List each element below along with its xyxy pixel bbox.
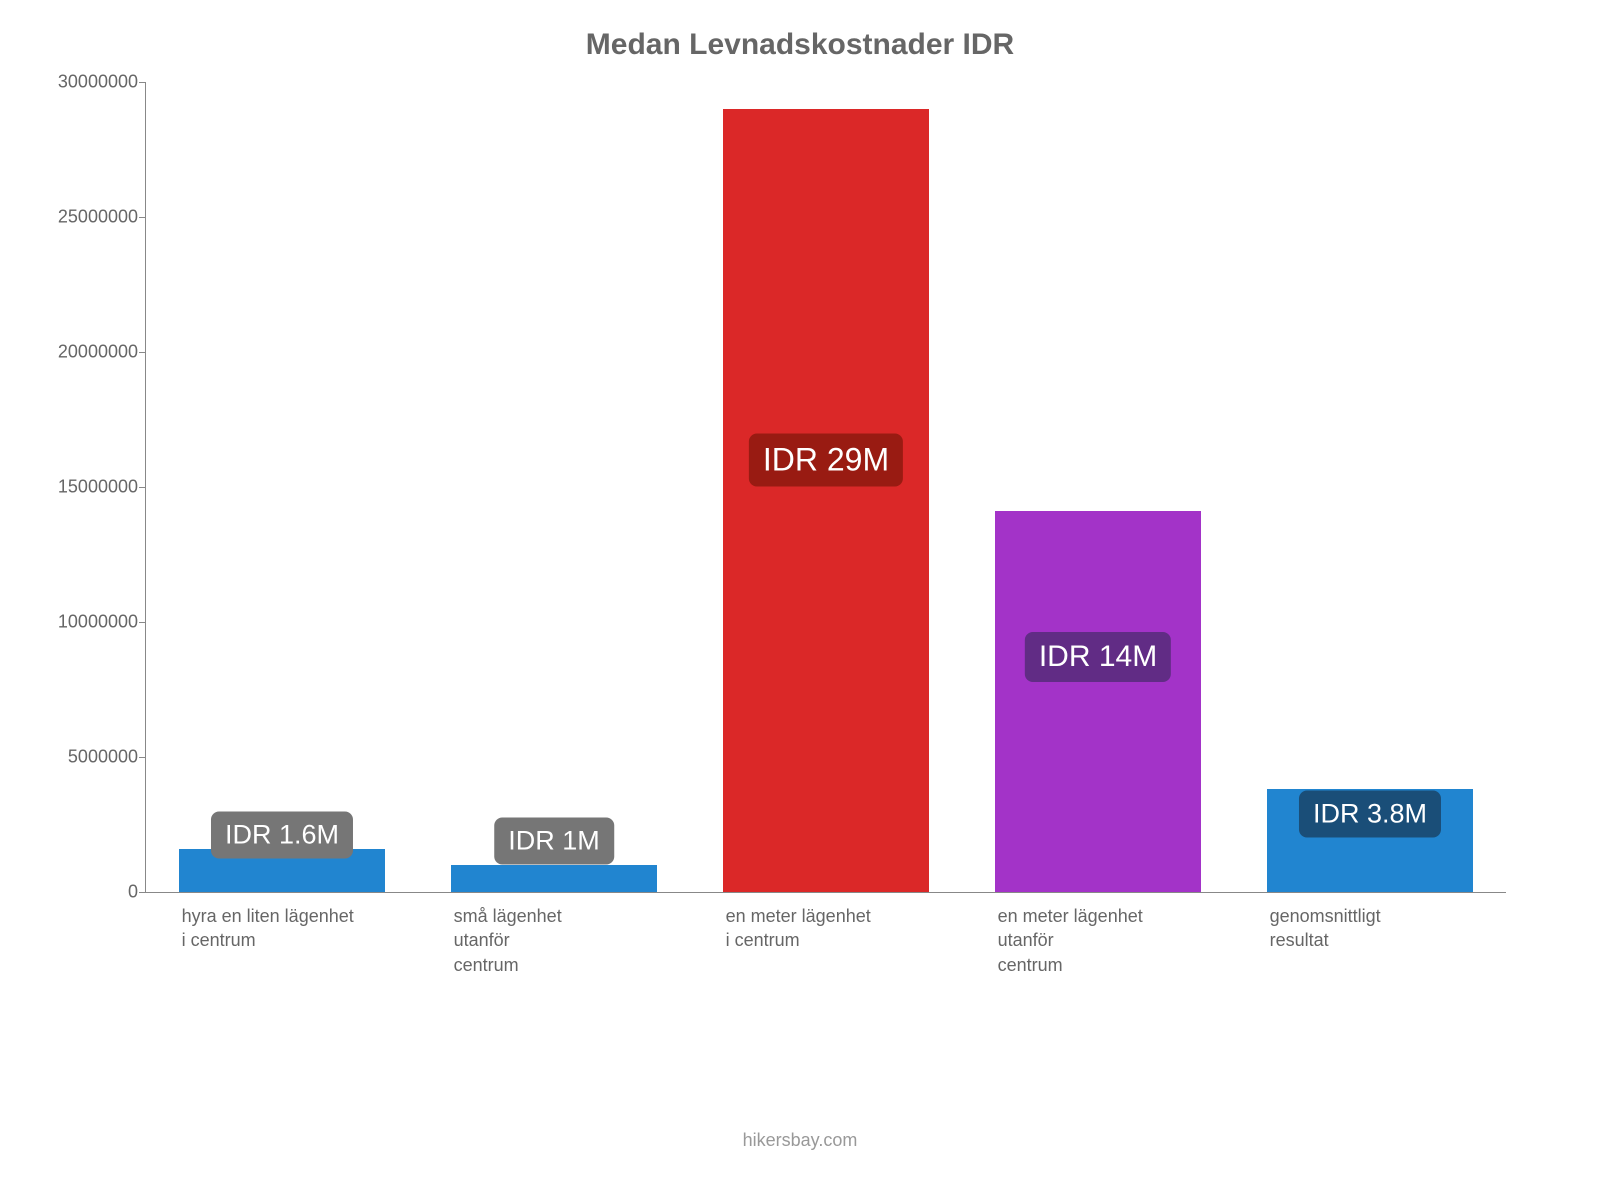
bar bbox=[451, 865, 658, 892]
y-axis-tick-mark bbox=[139, 622, 145, 623]
y-axis-tick-mark bbox=[139, 892, 145, 893]
y-axis-tick-mark bbox=[139, 757, 145, 758]
plot-area: IDR 1.6M IDR 1M IDR 29M IDR 14M IDR 3.8M bbox=[145, 82, 1506, 893]
x-axis-category-label: en meter lägenhet utanför centrum bbox=[998, 904, 1245, 977]
bar-value-label: IDR 29M bbox=[749, 434, 903, 487]
y-axis-tick-label: 0 bbox=[128, 882, 138, 903]
y-axis-tick-mark bbox=[139, 82, 145, 83]
x-axis-category-label: små lägenhet utanför centrum bbox=[454, 904, 701, 977]
y-axis-tick-label: 15000000 bbox=[58, 477, 138, 498]
y-axis-tick-mark bbox=[139, 352, 145, 353]
bar-value-label: IDR 14M bbox=[1025, 632, 1171, 682]
bar-value-label: IDR 3.8M bbox=[1299, 790, 1441, 837]
y-axis-tick-label: 25000000 bbox=[58, 207, 138, 228]
attribution-text: hikersbay.com bbox=[0, 1130, 1600, 1151]
x-axis-category-label: hyra en liten lägenhet i centrum bbox=[182, 904, 429, 953]
bar-value-label: IDR 1M bbox=[494, 817, 614, 864]
x-axis-category-label: genomsnittligt resultat bbox=[1270, 904, 1517, 953]
y-axis-tick-mark bbox=[139, 487, 145, 488]
bar bbox=[995, 511, 1202, 892]
bar-value-label: IDR 1.6M bbox=[211, 812, 353, 859]
x-axis-category-label: en meter lägenhet i centrum bbox=[726, 904, 973, 953]
y-axis-tick-label: 10000000 bbox=[58, 612, 138, 633]
chart-title: Medan Levnadskostnader IDR bbox=[0, 28, 1600, 62]
y-axis-tick-label: 5000000 bbox=[68, 747, 138, 768]
bar bbox=[723, 109, 930, 892]
y-axis-tick-label: 30000000 bbox=[58, 72, 138, 93]
cost-of-living-chart: Medan Levnadskostnader IDR IDR 1.6MIDR 1… bbox=[0, 0, 1600, 1200]
y-axis-tick-label: 20000000 bbox=[58, 342, 138, 363]
y-axis-tick-mark bbox=[139, 217, 145, 218]
